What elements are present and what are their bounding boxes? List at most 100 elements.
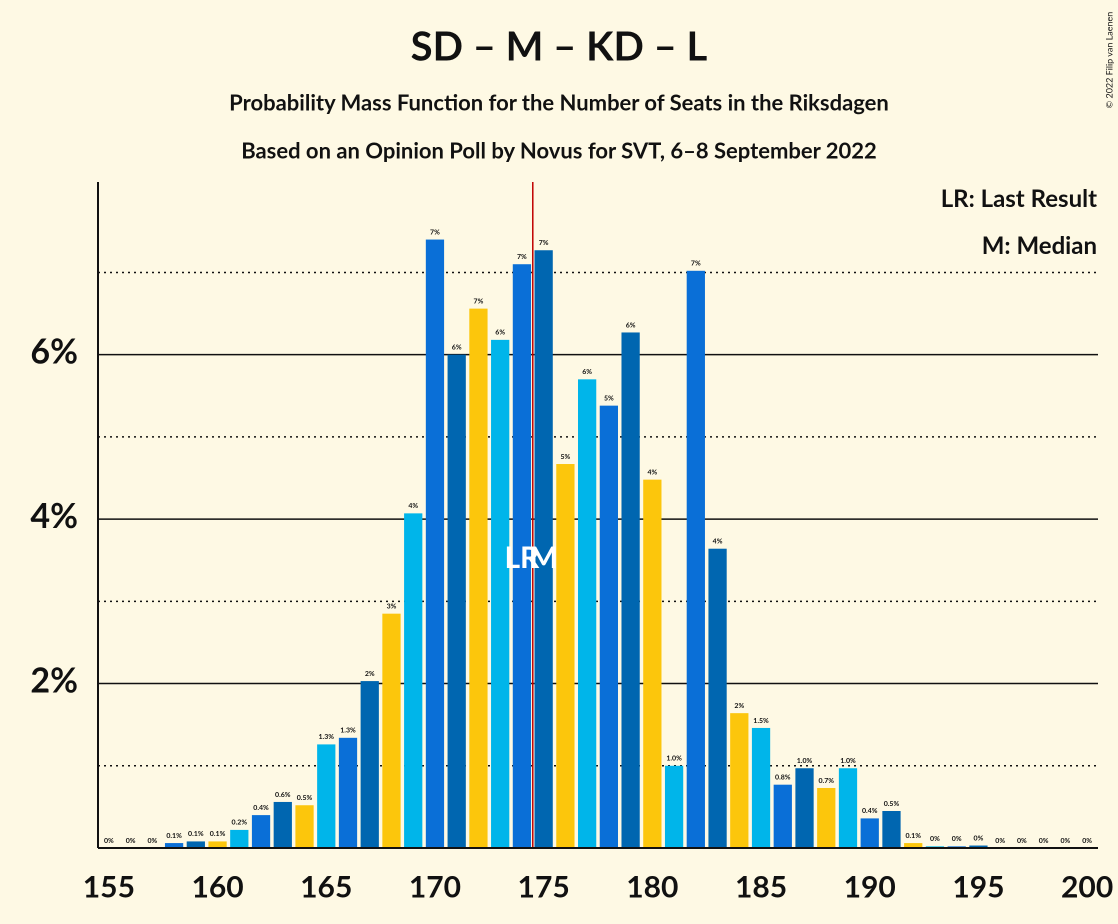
bar: [404, 513, 423, 848]
value-label: 0%: [104, 837, 114, 845]
value-label: 7%: [430, 228, 440, 236]
bar: [295, 805, 314, 848]
value-label: 1.0%: [840, 757, 856, 765]
value-label: 0%: [1082, 837, 1092, 845]
bar: [643, 479, 662, 848]
value-label: 0%: [1017, 837, 1027, 845]
value-label: 5%: [604, 394, 614, 402]
x-tick-label: 155: [83, 869, 135, 905]
value-label: 4%: [713, 538, 723, 546]
bar: [838, 768, 858, 848]
value-label: 0.1%: [905, 832, 921, 840]
bar: [230, 829, 249, 848]
value-label: 0.5%: [297, 794, 313, 802]
x-tick-label: 160: [191, 869, 243, 905]
value-label: 0.2%: [232, 819, 248, 827]
bar: [425, 239, 445, 849]
value-label: 7%: [539, 239, 549, 247]
value-label: 0.1%: [188, 830, 204, 838]
bar: [469, 308, 488, 849]
chart-subtitle: Probability Mass Function for the Number…: [229, 89, 889, 116]
value-label: 0.5%: [884, 800, 900, 808]
bar: [578, 379, 597, 848]
value-label: 0.8%: [775, 773, 791, 781]
value-label: 6%: [582, 368, 592, 376]
value-label: 0%: [147, 837, 157, 845]
bar: [904, 843, 923, 848]
bar: [360, 681, 379, 848]
value-label: 6%: [495, 329, 505, 337]
y-tick-label: 6%: [30, 330, 78, 371]
copyright: © 2022 Filip van Laenen: [1103, 12, 1114, 109]
bar: [773, 784, 792, 848]
bar: [664, 765, 684, 848]
bar: [186, 841, 205, 848]
value-label: 0.6%: [275, 791, 291, 799]
x-tick-label: 170: [409, 869, 461, 905]
bar: [534, 250, 553, 848]
x-tick-label: 175: [518, 869, 570, 905]
last-result-marker: LR: [504, 539, 540, 575]
x-tick-label: 185: [735, 869, 787, 905]
bar: [512, 264, 532, 848]
value-label: 0%: [952, 835, 962, 843]
value-label: 3%: [387, 602, 397, 610]
value-label: 0%: [1039, 837, 1049, 845]
value-label: 2%: [734, 702, 744, 710]
value-label: 2%: [365, 670, 375, 678]
bar: [795, 768, 814, 848]
bar: [338, 737, 358, 848]
bar: [860, 818, 879, 848]
value-label: 1.0%: [797, 757, 813, 765]
bar: [317, 744, 336, 848]
bar: [251, 815, 271, 848]
value-label: 6%: [452, 343, 462, 351]
value-label: 1.3%: [340, 727, 356, 735]
value-label: 0.4%: [862, 807, 878, 815]
bar: [273, 801, 292, 848]
value-label: 0.7%: [818, 777, 834, 785]
bar: [491, 339, 510, 848]
value-label: 7%: [474, 297, 484, 305]
x-tick-label: 200: [1061, 869, 1113, 905]
value-label: 0%: [1060, 837, 1070, 845]
value-label: 0%: [126, 837, 136, 845]
value-label: 5%: [560, 453, 570, 461]
value-label: 0%: [974, 834, 984, 842]
value-label: 7%: [517, 253, 527, 261]
value-label: 4%: [408, 502, 418, 510]
bar: [969, 845, 988, 848]
bar: [556, 464, 575, 848]
value-label: 1.3%: [318, 733, 334, 741]
value-label: 1.5%: [753, 717, 769, 725]
value-label: 7%: [691, 260, 701, 268]
legend-entry: LR: Last Result: [941, 184, 1097, 213]
bar: [599, 405, 618, 848]
y-tick-label: 2%: [30, 659, 78, 700]
bar: [686, 270, 705, 848]
chart-subtitle: Based on an Opinion Poll by Novus for SV…: [241, 137, 877, 164]
x-tick-label: 190: [844, 869, 896, 905]
value-label: 0.4%: [253, 804, 269, 812]
value-label: 0%: [995, 837, 1005, 845]
bar: [882, 811, 901, 848]
value-label: 4%: [647, 468, 657, 476]
value-label: 0.1%: [166, 832, 182, 840]
bar: [708, 548, 727, 848]
chart-title: SD – M – KD – L: [411, 21, 708, 69]
bar: [621, 332, 640, 848]
bar: [447, 354, 466, 848]
bar: [382, 613, 401, 848]
value-label: 6%: [626, 321, 636, 329]
x-tick-label: 195: [952, 869, 1004, 905]
bar: [751, 727, 771, 848]
x-tick-label: 180: [626, 869, 678, 905]
y-tick-label: 4%: [30, 495, 78, 536]
value-label: 0.1%: [210, 830, 226, 838]
bar: [817, 787, 836, 848]
value-label: 1.0%: [666, 755, 682, 763]
bar: [730, 713, 749, 848]
value-label: 0%: [930, 835, 940, 843]
legend-entry: M: Median: [982, 231, 1097, 260]
